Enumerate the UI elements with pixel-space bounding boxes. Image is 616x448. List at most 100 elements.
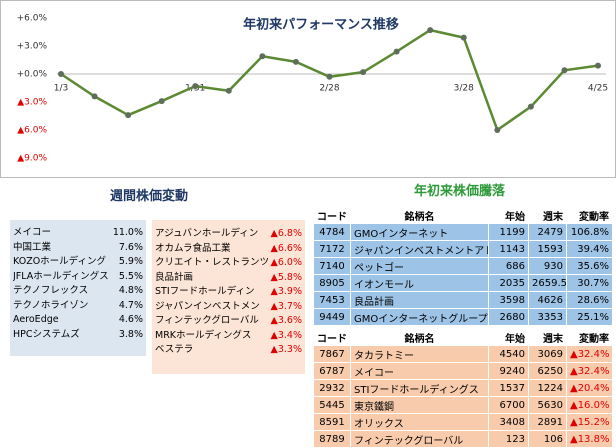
cell: 39.4% xyxy=(566,240,613,258)
point xyxy=(427,27,434,34)
stock-name: ベステラ xyxy=(155,344,194,355)
weekly-losers: アジュバンホールディン ▲6.8% オカムラ食品工業 ▲6.6% クリエイト・レストラン… xyxy=(152,220,305,374)
weekly-row: KOZOホールディング 5.9% xyxy=(13,255,143,270)
cell: 4784 xyxy=(313,223,351,241)
ytd-row: 8591 オリックス 3408 2891 ▲15.2% xyxy=(313,413,613,431)
cell: 3353 xyxy=(528,308,567,328)
stock-name: 中国工業 xyxy=(13,241,52,253)
change: 5.5% xyxy=(118,270,143,282)
cell: 7140 xyxy=(313,257,351,275)
change: ▲3.9% xyxy=(270,286,302,297)
stock-name: KOZOホールディング xyxy=(13,256,107,267)
change: ▲6.6% xyxy=(270,242,302,254)
cell: 5445 xyxy=(313,396,351,414)
x-tick-label: 3/28 xyxy=(454,84,474,94)
ytd-row: 7140 ペットゴー 686 930 35.6% xyxy=(313,257,613,275)
cell: ▲20.4% xyxy=(566,379,613,397)
stock-name: MRKホールディングス xyxy=(155,329,252,341)
ytd-title: 年初来株価騰落 xyxy=(414,184,506,199)
stock-name: HPCシステムズ xyxy=(13,328,80,340)
cell: 2891 xyxy=(528,413,567,431)
ytd-row: 4784 GMOインターネット 1199 2479 106.8% xyxy=(313,223,613,241)
header-cell: 年始 xyxy=(488,206,529,224)
stock-name: クリエイト・レストランツ xyxy=(155,257,270,268)
y-tick-label: ▲6.0% xyxy=(17,126,47,136)
y-tick-label: ▲3.0% xyxy=(17,98,47,108)
point xyxy=(494,127,501,133)
cell: 3598 xyxy=(488,291,529,309)
change: 3.8% xyxy=(118,328,143,340)
change: 4.7% xyxy=(118,299,143,311)
weekly-row: JFLAホールディングス 5.5% xyxy=(13,270,143,285)
point xyxy=(125,112,132,119)
stock-name: テクノフレックス xyxy=(13,285,89,296)
point xyxy=(292,58,299,65)
stock-name: 良品計画 xyxy=(155,271,194,283)
cell: オリックス xyxy=(350,413,489,431)
header-cell: コード xyxy=(313,326,351,346)
weekly-row: クリエイト・レストランツ ▲6.0% xyxy=(155,256,302,271)
chart-title: 年初来パフォーマンス推移 xyxy=(243,17,399,33)
header-cell: 週末 xyxy=(528,206,567,224)
series-line xyxy=(60,28,599,132)
cell: 8591 xyxy=(313,413,351,431)
weekly-row: オカムラ食品工業 ▲6.6% xyxy=(155,242,302,257)
point xyxy=(527,103,534,110)
cell: 7453 xyxy=(313,291,351,309)
cell: 5630 xyxy=(528,396,567,414)
cell: 106 xyxy=(528,430,567,448)
ytd-row: 2932 STIフードホールディングス 1537 1224 ▲20.4% xyxy=(313,379,613,397)
point xyxy=(595,62,601,69)
weekly-row: STIフードホールディン ▲3.9% xyxy=(155,285,302,300)
cell: 1143 xyxy=(488,240,529,258)
cell: 1537 xyxy=(488,379,529,397)
weekly-row: 良品計画 ▲5.8% xyxy=(155,271,302,286)
cell: 4540 xyxy=(488,345,529,363)
point xyxy=(259,53,266,60)
cell: 東京鐵鋼 xyxy=(350,396,489,414)
point xyxy=(192,83,199,90)
weekly-row: ベステラ ▲3.3% xyxy=(155,343,302,358)
cell: STIフードホールディングス xyxy=(350,379,489,397)
weekly-row: テクノホライゾン 4.7% xyxy=(13,299,143,314)
point xyxy=(393,48,400,55)
ytd-table: コード 銘柄名 年始 週末 変動率 4784 GMOインターネット 1199 2479 106.8… xyxy=(313,206,613,448)
ytd-row: 8905 イオンモール 2035 2659.5 30.7% xyxy=(313,274,613,292)
cell: 35.6% xyxy=(566,257,613,275)
y-tick-label: +3.0% xyxy=(17,42,48,52)
cell: 6787 xyxy=(313,362,351,380)
cell: ▲16.0% xyxy=(566,396,613,414)
cell: 1593 xyxy=(528,240,567,258)
stock-name: ジャパンインベストメン xyxy=(155,300,260,312)
change: ▲6.8% xyxy=(270,228,302,239)
ytd-row: 7867 タカラトミー 4540 3069 ▲32.4% xyxy=(313,345,613,363)
ytd-row: 5445 東京鐵鋼 6700 5630 ▲16.0% xyxy=(313,396,613,414)
weekly-title: 週間株価変動 xyxy=(110,189,189,204)
cell: GMOインターネットグループ xyxy=(350,308,489,328)
y-tick-label: +6.0% xyxy=(17,14,48,24)
chart: 年初来パフォーマンス推移 +6.0% +3.0% +0.0% ▲3.0% ▲6.0% ▲9… xyxy=(0,0,616,178)
cell: ジャパンインベストメントアドバイ xyxy=(350,240,489,258)
header-cell: コード xyxy=(313,206,351,224)
change: ▲3.7% xyxy=(270,300,302,312)
cell: 8789 xyxy=(313,430,351,448)
ytd-row: 9449 GMOインターネットグループ 2680 3353 25.1% xyxy=(313,308,613,328)
point xyxy=(460,34,467,41)
cell: 106.8% xyxy=(566,223,613,241)
weekly-row: HPCシステムズ 3.8% xyxy=(13,328,143,343)
weekly-row: メイコー 11.0% xyxy=(13,226,143,241)
x-tick-label: 1/3 xyxy=(54,84,68,94)
x-tick-label: 2/28 xyxy=(319,84,339,94)
weekly-row: アジュバンホールディン ▲6.8% xyxy=(155,227,302,242)
cell: 6700 xyxy=(488,396,529,414)
cell: 2680 xyxy=(488,308,529,328)
change: ▲3.3% xyxy=(270,344,302,355)
cell: ▲32.4% xyxy=(566,345,613,363)
cell: 9449 xyxy=(313,308,351,328)
cell: 3408 xyxy=(488,413,529,431)
point xyxy=(158,98,165,105)
weekly-row: MRKホールディングス ▲3.4% xyxy=(155,329,302,344)
ytd-row: 8789 フィンテックグローバル 123 106 ▲13.8% xyxy=(313,430,613,448)
change: 11.0% xyxy=(112,227,143,238)
ytd-row: 7172ジャパンインベストメントアドバイ1143159339.4% xyxy=(313,240,613,258)
